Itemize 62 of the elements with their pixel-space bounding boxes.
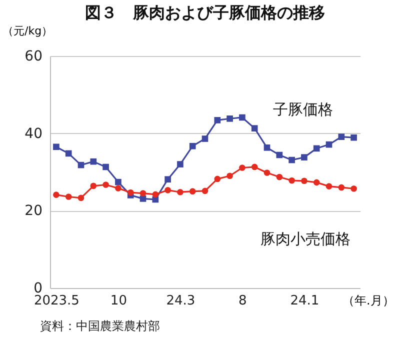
point <box>102 182 109 188</box>
point <box>264 170 270 176</box>
point <box>326 141 332 148</box>
point <box>78 194 84 202</box>
point <box>102 164 109 170</box>
point <box>53 144 60 150</box>
point <box>90 158 97 165</box>
point <box>350 134 357 141</box>
x-tick-label: 24.3 <box>166 294 196 308</box>
point <box>313 179 320 186</box>
point <box>350 185 357 192</box>
text: 豚肉小売価格 <box>260 230 351 248</box>
y-axis-title: （元/kg） <box>2 24 53 38</box>
point <box>239 164 246 171</box>
point <box>90 182 97 190</box>
point <box>115 185 122 192</box>
point <box>177 161 184 168</box>
point <box>189 142 196 150</box>
x-tick-label: 24.1 <box>290 294 320 308</box>
point <box>338 184 345 191</box>
point <box>202 188 208 194</box>
x-tick-label: 8 <box>238 294 247 308</box>
point <box>214 117 221 124</box>
text: 資料：中国農業農村部 <box>40 319 160 333</box>
point <box>276 174 283 180</box>
point <box>239 114 246 121</box>
point <box>288 156 295 164</box>
point <box>164 187 171 194</box>
point <box>313 145 320 152</box>
y-tick-label: 20 <box>24 203 42 220</box>
point <box>164 176 171 183</box>
point <box>276 152 283 158</box>
point <box>301 178 308 184</box>
point <box>251 164 258 170</box>
point <box>301 154 308 160</box>
y-tick-label: 60 <box>24 48 42 64</box>
chart-title: 図３ 豚肉および子豚価格の推移 <box>85 3 325 22</box>
point <box>115 178 122 186</box>
point <box>152 191 159 198</box>
point <box>78 162 84 168</box>
point <box>226 172 233 180</box>
point <box>53 192 60 198</box>
x-axis-title: （年.月） <box>342 294 394 308</box>
point <box>264 144 270 151</box>
x-tick-label: 2023.5 <box>34 294 80 308</box>
x-tick-label: 10 <box>110 294 127 308</box>
point <box>65 150 72 157</box>
point <box>338 134 345 140</box>
point <box>202 136 208 142</box>
point <box>177 188 184 196</box>
point <box>251 125 258 132</box>
series-label: 子豚価格 <box>273 100 333 119</box>
point <box>65 194 72 200</box>
point <box>189 188 196 194</box>
point <box>214 176 221 182</box>
point <box>326 183 332 190</box>
point <box>288 177 295 184</box>
y-tick-label: 40 <box>24 126 42 142</box>
point <box>226 115 233 122</box>
point <box>140 196 146 202</box>
point <box>127 189 134 196</box>
point <box>140 190 146 196</box>
